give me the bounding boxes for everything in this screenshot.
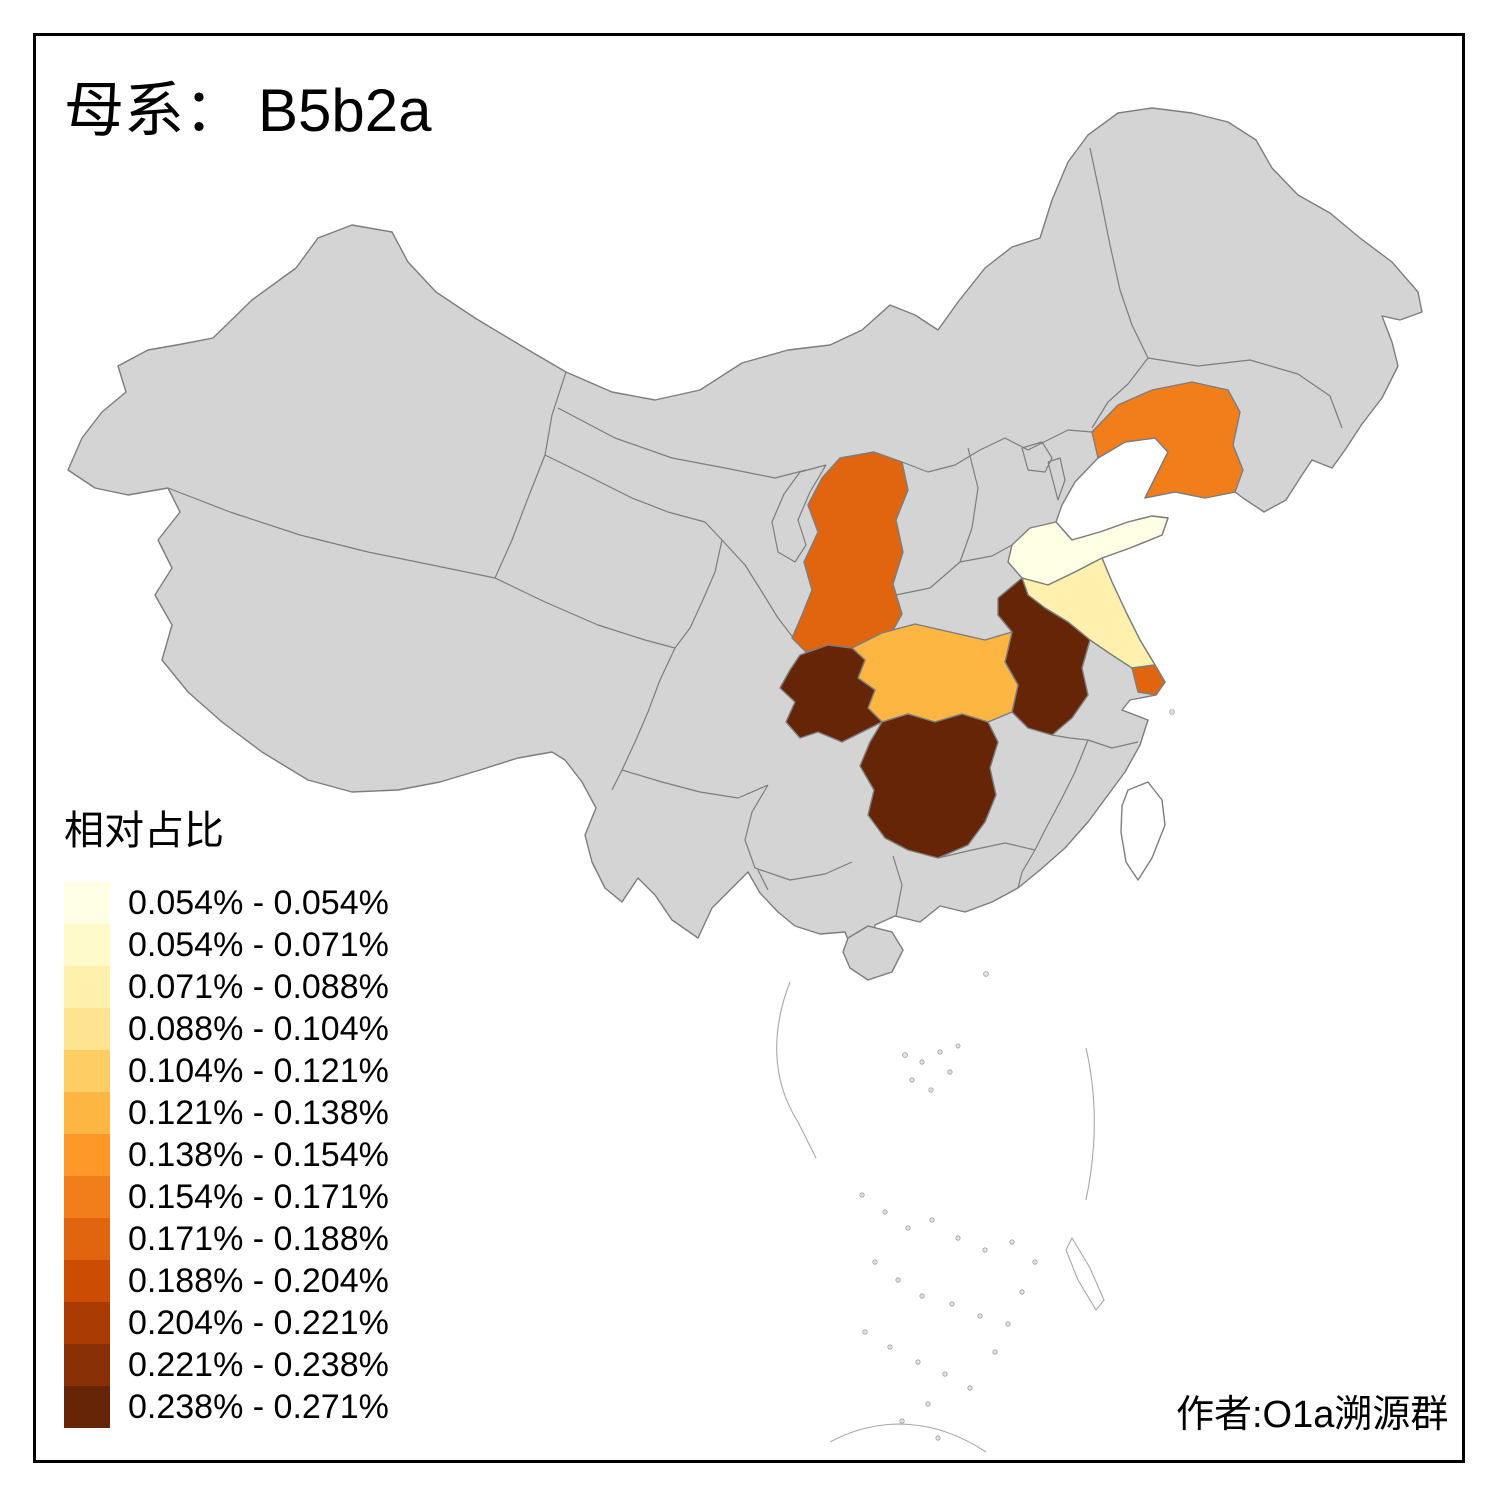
province-liaoning [1091,381,1244,499]
legend-swatch [64,1260,110,1302]
title-haplogroup-name: B5b2a [258,77,432,144]
legend-label: 0.138% - 0.154% [128,1135,389,1174]
legend-item: 0.088% - 0.104% [64,1008,389,1050]
legend-swatch [64,882,110,924]
author-credit: 作者:O1a溯源群 [1176,1394,1449,1436]
legend-swatch [64,1092,110,1134]
island-taiwan [1120,781,1166,881]
sea-coastlines [776,981,1095,1453]
legend-label: 0.104% - 0.121% [128,1051,389,1090]
province-chongqing [779,644,883,743]
title-haplogroup-type: 母系： [64,78,244,144]
legend-item: 0.054% - 0.054% [64,882,389,924]
legend-label: 0.238% - 0.271% [128,1387,389,1426]
legend-swatch [64,1008,110,1050]
legend-label: 0.088% - 0.104% [128,1009,389,1048]
page-title: 母系： B5b2a [64,62,432,149]
province-shanghai [1131,664,1166,696]
legend-swatch [64,1386,110,1428]
legend-label: 0.188% - 0.204% [128,1261,389,1300]
province-hubei [851,623,1019,723]
province-hunan [859,713,999,859]
legend-swatch [64,1050,110,1092]
south-china-sea-islets [859,709,1175,1441]
province-borders [167,147,1343,917]
legend-swatch [64,1176,110,1218]
legend-item: 0.054% - 0.071% [64,924,389,966]
legend-label: 0.054% - 0.054% [128,883,389,922]
legend-label: 0.054% - 0.071% [128,925,389,964]
legend-item: 0.154% - 0.171% [64,1176,389,1218]
legend-label: 0.221% - 0.238% [128,1345,389,1384]
legend-label: 0.171% - 0.188% [128,1219,389,1258]
legend-item: 0.204% - 0.221% [64,1302,389,1344]
legend-item: 0.121% - 0.138% [64,1092,389,1134]
island-palawan [1065,1236,1105,1311]
legend-item: 0.171% - 0.188% [64,1218,389,1260]
legend-title: 相对占比 [64,808,224,853]
legend: 相对占比 0.054% - 0.054% 0.054% - 0.071% 0.0… [64,798,389,1428]
legend-swatch [64,1218,110,1260]
legend-swatch [64,1344,110,1386]
legend-item: 0.238% - 0.271% [64,1386,389,1428]
legend-item: 0.138% - 0.154% [64,1134,389,1176]
legend-label: 0.204% - 0.221% [128,1303,389,1342]
legend-swatch [64,1134,110,1176]
island-hainan [842,925,904,981]
legend-item: 0.071% - 0.088% [64,966,389,1008]
legend-swatch [64,966,110,1008]
legend-item: 0.221% - 0.238% [64,1344,389,1386]
legend-label: 0.071% - 0.088% [128,967,389,1006]
legend-label: 0.121% - 0.138% [128,1093,389,1132]
legend-item: 0.188% - 0.204% [64,1260,389,1302]
legend-swatch [64,924,110,966]
legend-item: 0.104% - 0.121% [64,1050,389,1092]
legend-label: 0.154% - 0.171% [128,1177,389,1216]
legend-swatch [64,1302,110,1344]
